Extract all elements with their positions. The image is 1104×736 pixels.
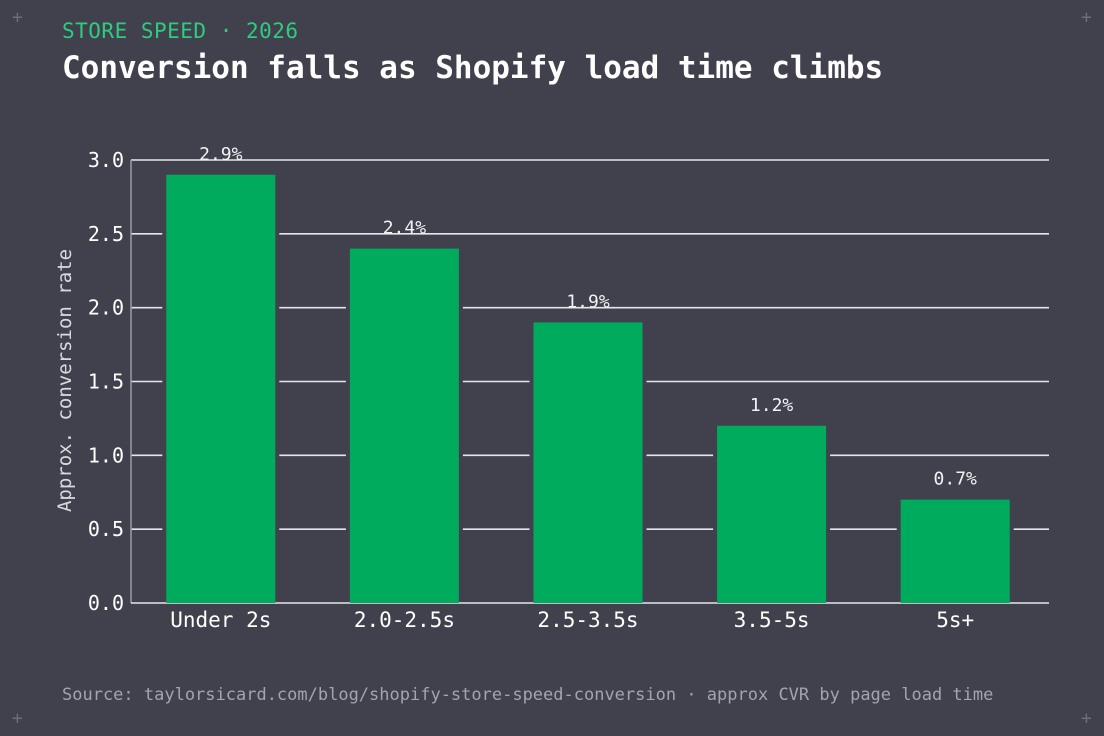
- x-tick-label: 2.5-3.5s: [537, 608, 638, 632]
- y-tick-label: 0.0: [88, 591, 124, 615]
- source-note: Source: taylorsicard.com/blog/shopify-st…: [62, 685, 994, 705]
- bar: [900, 499, 1010, 603]
- x-tick-label: 5s+: [936, 608, 974, 632]
- corner-plus-bottom-right: +: [1081, 708, 1092, 729]
- corner-plus-top-left: +: [12, 7, 23, 28]
- y-tick-label: 1.0: [88, 443, 124, 467]
- bar: [166, 174, 276, 603]
- bar: [349, 248, 459, 603]
- y-axis-title: Approx. conversion rate: [54, 249, 76, 512]
- data-label: 0.7%: [934, 469, 978, 490]
- y-tick-label: 1.5: [88, 370, 124, 394]
- y-tick-label: 3.0: [88, 148, 124, 172]
- y-tick-label: 2.5: [88, 222, 124, 246]
- bar: [533, 322, 643, 603]
- y-tick-label: 2.0: [88, 296, 124, 320]
- x-tick-label: Under 2s: [170, 608, 271, 632]
- bar: [717, 425, 827, 603]
- corner-plus-top-right: +: [1081, 7, 1092, 28]
- corner-plus-bottom-left: +: [12, 708, 23, 729]
- chart-kicker: STORE SPEED · 2026: [62, 19, 299, 43]
- x-tick-label: 3.5-5s: [734, 608, 810, 632]
- data-label: 1.9%: [566, 291, 610, 312]
- data-label: 1.2%: [750, 395, 794, 416]
- data-label: 2.4%: [383, 218, 427, 239]
- data-label: 2.9%: [199, 144, 243, 165]
- y-tick-label: 0.5: [88, 517, 124, 541]
- chart-title: Conversion falls as Shopify load time cl…: [62, 50, 884, 86]
- x-tick-label: 2.0-2.5s: [354, 608, 455, 632]
